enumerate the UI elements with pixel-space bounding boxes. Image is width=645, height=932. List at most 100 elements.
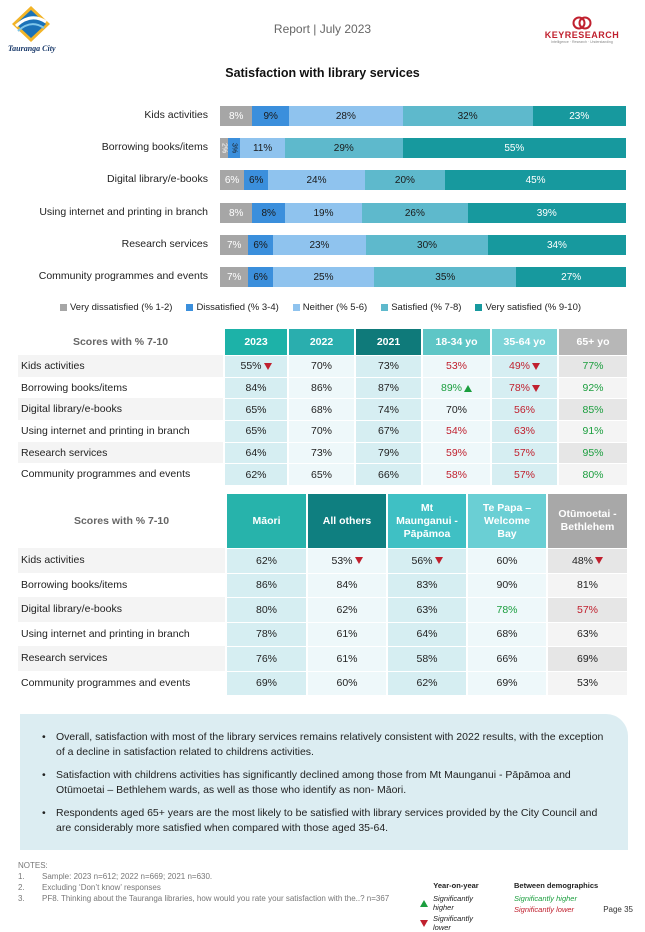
legend-label: Neither (% 5-6) bbox=[302, 302, 368, 313]
cell-value: 58% bbox=[416, 652, 438, 665]
keyresearch-logo-tagline: Intelligence · Research · Understanding bbox=[551, 40, 613, 44]
table-cell: 65% bbox=[287, 463, 354, 486]
cell-value: 85% bbox=[582, 403, 604, 416]
table-cell: 85% bbox=[557, 398, 627, 421]
key-demo-heading: Between demographics bbox=[514, 881, 599, 890]
cell-value: 65% bbox=[245, 425, 267, 438]
table-cell: 64% bbox=[223, 441, 287, 464]
table-cell: 65% bbox=[223, 398, 287, 421]
table-cell: 49% bbox=[490, 355, 557, 377]
bar-segment: 8% bbox=[252, 203, 285, 223]
cell-value: 74% bbox=[377, 403, 399, 416]
bar-segment: 8% bbox=[220, 203, 253, 223]
cell-value: 49% bbox=[508, 360, 530, 373]
cell-value: 53% bbox=[445, 360, 467, 373]
cell-value: 61% bbox=[336, 652, 358, 665]
bar-segment: 25% bbox=[272, 267, 375, 287]
summary-list: Overall, satisfaction with most of the l… bbox=[42, 730, 608, 836]
key-year-lower: Significantly lower bbox=[433, 914, 474, 932]
bar-segment: 19% bbox=[284, 203, 363, 223]
cell-value: 62% bbox=[245, 468, 267, 481]
note-text: Excluding ‘Don’t know’ responses bbox=[42, 883, 161, 892]
legend-item: Very dissatisfied (% 1-2) bbox=[60, 302, 172, 313]
cell-value: 60% bbox=[496, 554, 518, 567]
bar-segment: 26% bbox=[362, 203, 468, 223]
significance-key: Year-on-year Significantly higher Signif… bbox=[420, 881, 598, 932]
bar-segment: 6% bbox=[220, 170, 245, 190]
legend-item: Dissatisfied (% 3-4) bbox=[186, 302, 279, 313]
table-row: Community programmes and events 62% 65% 66%… bbox=[18, 463, 627, 486]
column-header: 18-34 yo bbox=[421, 329, 490, 355]
note-item: 1. Sample: 2023 n=612; 2022 n=669; 2021 n… bbox=[18, 871, 398, 882]
row-label: Using internet and printing in branch bbox=[21, 424, 190, 437]
cell-value: 81% bbox=[576, 579, 598, 592]
table-cell: 77% bbox=[557, 355, 627, 377]
cell-value: 80% bbox=[582, 468, 604, 481]
table-cell: 66% bbox=[354, 463, 421, 486]
table-row: Research services 76% 61% 58% 66% 69% bbox=[18, 646, 627, 671]
key-year-higher: Significantly higher bbox=[433, 894, 474, 912]
table-cell: 63% bbox=[546, 621, 627, 646]
bar-segment: 24% bbox=[268, 170, 365, 190]
sig-lower-arrow-icon bbox=[354, 557, 363, 565]
legend-label: Satisfied (% 7-8) bbox=[391, 302, 462, 313]
bar-segment: 3% bbox=[228, 138, 241, 158]
cell-value: 92% bbox=[582, 382, 604, 395]
table-cell: 56% bbox=[386, 548, 466, 573]
table-cell: 91% bbox=[557, 420, 627, 442]
chart-legend: Very dissatisfied (% 1-2) Dissatisfied (%… bbox=[60, 302, 620, 313]
table-cell: 69% bbox=[225, 670, 306, 695]
cell-value: 65% bbox=[310, 468, 332, 481]
cell-value: 62% bbox=[336, 603, 358, 616]
cell-value: 53% bbox=[331, 554, 353, 567]
table-cell: 62% bbox=[223, 463, 287, 486]
note-number: 1. bbox=[18, 872, 25, 881]
table-cell: 61% bbox=[306, 646, 386, 671]
keyresearch-logo: KEYRESEARCH Intelligence · Research · Un… bbox=[536, 16, 628, 48]
table-row: Using internet and printing in branch 65%… bbox=[18, 420, 627, 442]
row-label: Kids activities bbox=[18, 355, 223, 377]
column-header: Mt Maunganui - Pāpāmoa bbox=[386, 494, 466, 548]
cell-value: 69% bbox=[255, 677, 277, 690]
table-cell: 73% bbox=[354, 355, 421, 377]
section-title: Satisfaction with library services bbox=[225, 66, 420, 80]
keyresearch-rings-icon bbox=[572, 16, 592, 30]
table-cell: 55% bbox=[223, 355, 287, 377]
table-cell: 64% bbox=[386, 621, 466, 646]
cell-value: 64% bbox=[245, 447, 267, 460]
cell-value: 61% bbox=[336, 628, 358, 641]
row-label: Borrowing books/items bbox=[21, 381, 128, 394]
bar-row: 8% 9% 28% 32% 23% bbox=[220, 106, 626, 126]
key-demo-higher: Significantly higher bbox=[514, 894, 577, 903]
table-row: Community programmes and events 69% 60% 62%… bbox=[18, 670, 627, 695]
cell-value: 63% bbox=[416, 603, 438, 616]
table-cell: 57% bbox=[546, 597, 627, 622]
tauranga-logo-text: Tauranga City bbox=[8, 44, 56, 53]
column-header: Māori bbox=[225, 494, 306, 548]
cell-value: 73% bbox=[310, 447, 332, 460]
table-cell: 92% bbox=[557, 376, 627, 399]
sig-lower-arrow-icon bbox=[263, 363, 272, 371]
bar-segment: 29% bbox=[284, 138, 403, 158]
column-header: 65+ yo bbox=[557, 329, 627, 355]
key-year-heading: Year-on-year bbox=[433, 881, 479, 890]
table-row: Research services 64% 73% 79% 59% 57% 95% bbox=[18, 441, 627, 464]
table-cell: 84% bbox=[306, 572, 386, 597]
summary-box: Overall, satisfaction with most of the l… bbox=[20, 714, 628, 850]
bar-segment: 2% bbox=[220, 138, 229, 158]
row-label: Kids activities bbox=[18, 548, 225, 573]
sig-lower-arrow-icon bbox=[532, 363, 540, 371]
cell-value: 66% bbox=[496, 652, 518, 665]
sig-lower-arrow-icon bbox=[420, 919, 428, 927]
legend-item: Very satisfied (% 9-10) bbox=[475, 302, 581, 313]
bar-segment: 32% bbox=[402, 106, 533, 126]
cell-value: 86% bbox=[310, 382, 332, 395]
table-cell: 63% bbox=[386, 597, 466, 622]
table-cell: 81% bbox=[546, 572, 627, 597]
legend-swatch bbox=[60, 304, 67, 311]
column-header: 35-64 yo bbox=[490, 329, 557, 355]
table-cell: 70% bbox=[287, 420, 354, 442]
table-cell: 69% bbox=[466, 670, 546, 695]
table-cell: 76% bbox=[225, 646, 306, 671]
notes: NOTES: 1. Sample: 2023 n=612; 2022 n=669;… bbox=[18, 860, 398, 904]
